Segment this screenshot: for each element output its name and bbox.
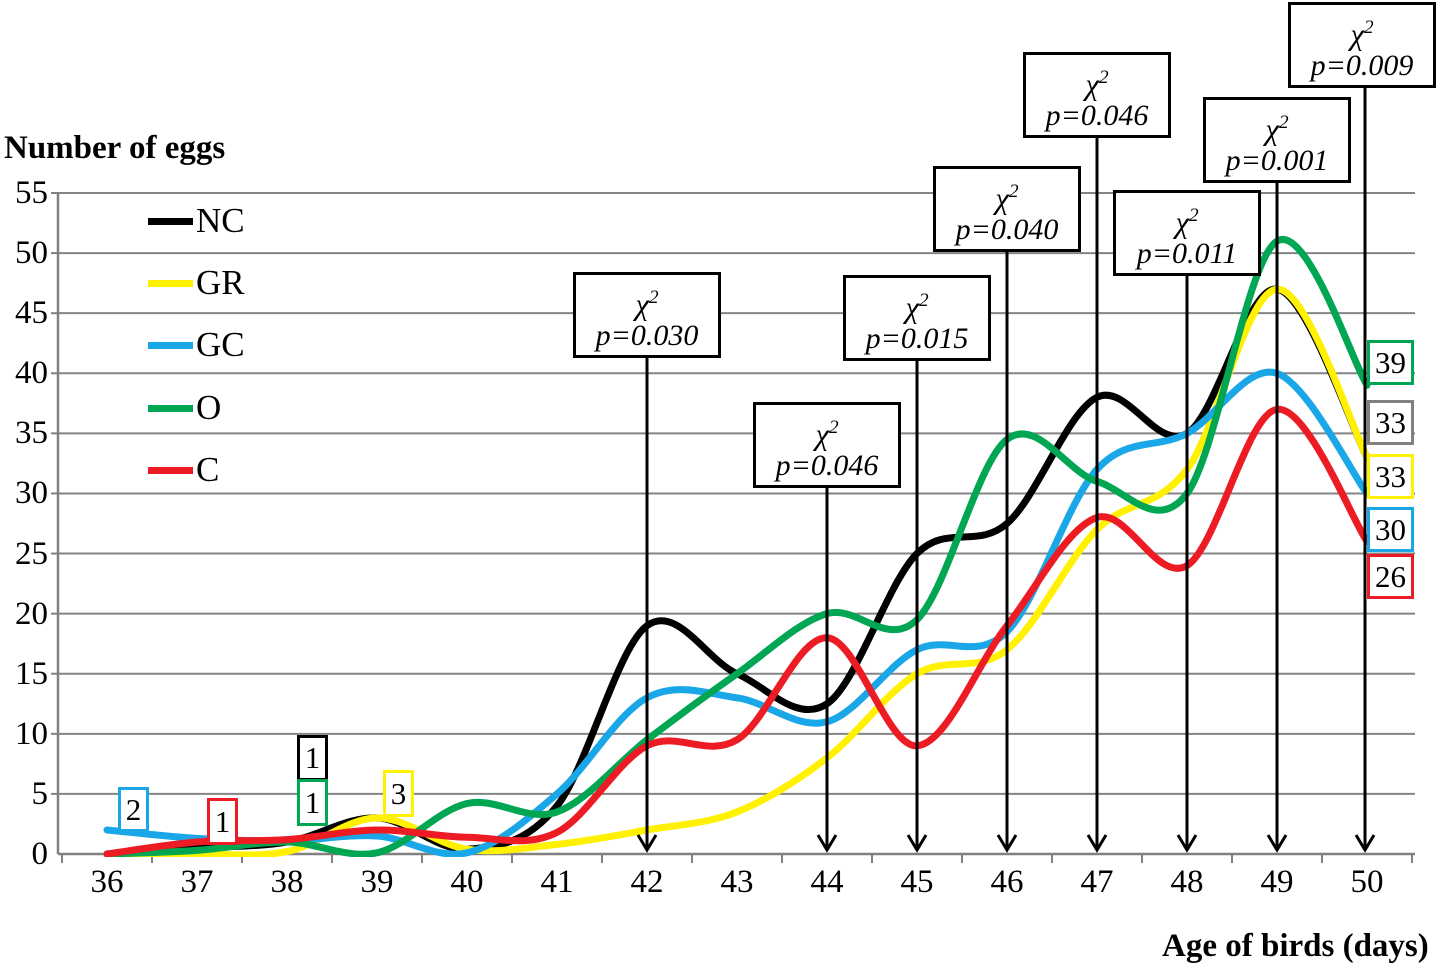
y-axis-tick-label-55: 55 — [15, 175, 48, 211]
chi-symbol-46: χ2 — [995, 180, 1019, 216]
legend-swatch-GC — [148, 341, 193, 349]
annotation-arrowhead-47 — [1086, 834, 1108, 853]
chi-square-annotation-45: χ2 p=0.015 — [843, 275, 991, 361]
legend-label-O: O — [196, 388, 222, 427]
series-line-O — [103, 236, 1371, 857]
annotation-arrowhead-50 — [1354, 834, 1376, 853]
series-line-GC — [103, 368, 1371, 857]
chi-p-value-47: p=0.046 — [1045, 99, 1149, 133]
annotation-arrowhead-48 — [1176, 834, 1198, 853]
chi-p-value-48: p=0.011 — [1136, 237, 1238, 271]
y-axis-tick-label-15: 15 — [15, 655, 48, 692]
chi-square-annotation-49: χ2 p=0.001 — [1203, 97, 1351, 183]
chi-square-annotation-50: χ2 p=0.009 — [1288, 2, 1436, 88]
point-value-box-NC-2: 1 — [297, 735, 328, 781]
chi-square-annotation-47: χ2 p=0.046 — [1023, 52, 1171, 138]
chi-square-annotation-42: χ2 p=0.030 — [573, 272, 721, 358]
chi-symbol-44: χ2 — [815, 416, 839, 452]
final-value-box-GR: 33 — [1367, 454, 1414, 499]
chi-p-value-44: p=0.046 — [775, 449, 879, 483]
legend-label-GR: GR — [196, 263, 245, 302]
legend-label-NC: NC — [196, 201, 245, 240]
chi-p-value-49: p=0.001 — [1225, 144, 1329, 178]
point-value-box-GC-0: 2 — [118, 787, 149, 832]
y-axis-tick-label-40: 40 — [15, 355, 48, 392]
point-value-box-C-1: 1 — [207, 798, 238, 845]
final-value-box-O: 39 — [1367, 340, 1414, 385]
x-axis-tick-label-47: 47 — [1080, 864, 1114, 900]
series-lines — [103, 236, 1371, 857]
annotation-arrowhead-42 — [636, 834, 658, 853]
annotation-arrowhead-49 — [1266, 834, 1288, 853]
y-axis-tick-label-50: 50 — [15, 235, 48, 272]
legend-label-C: C — [196, 450, 220, 489]
chi-symbol-47: χ2 — [1085, 66, 1109, 102]
y-axis-tick-label-5: 5 — [31, 775, 49, 812]
x-axis-tick-label-44: 44 — [810, 864, 844, 900]
final-value-box-C: 26 — [1367, 554, 1414, 599]
point-value-box-GR-4: 3 — [383, 770, 414, 817]
legend-swatch-O — [148, 404, 193, 412]
x-axis-tick-label-45: 45 — [900, 864, 934, 900]
chi-square-annotation-46: χ2 p=0.040 — [933, 166, 1081, 252]
x-axis-tick-label-41: 41 — [540, 864, 574, 900]
x-axis-title: Age of birds (days) — [1162, 928, 1429, 964]
chi-symbol-49: χ2 — [1265, 111, 1289, 147]
chi-square-annotation-44: χ2 p=0.046 — [753, 402, 901, 488]
x-axis-tick-label-37: 37 — [180, 864, 214, 900]
y-axis-tick-label-10: 10 — [15, 715, 48, 752]
annotation-arrowhead-44 — [816, 834, 838, 853]
chi-symbol-48: χ2 — [1175, 204, 1199, 240]
x-axis-tick-label-39: 39 — [360, 864, 394, 900]
x-axis-tick-label-50: 50 — [1350, 864, 1384, 900]
y-axis-tick-label-45: 45 — [15, 295, 48, 332]
legend-item-C: C — [148, 452, 219, 488]
legend-item-O: O — [148, 390, 221, 426]
x-axis-tick-label-48: 48 — [1170, 864, 1204, 900]
series-line-GR — [103, 285, 1371, 857]
y-axis-tick-label-30: 30 — [15, 475, 48, 512]
x-axis-tick-label-38: 38 — [270, 864, 304, 900]
legend-swatch-GR — [148, 279, 193, 287]
legend-swatch-NC — [148, 217, 193, 225]
chi-symbol-50: χ2 — [1350, 16, 1374, 52]
y-axis-tick-label-20: 20 — [15, 595, 48, 632]
x-axis-tick-label-42: 42 — [630, 864, 664, 900]
y-axis-tick-label-0: 0 — [31, 836, 49, 872]
chi-p-value-46: p=0.040 — [955, 213, 1059, 247]
chi-p-value-50: p=0.009 — [1310, 49, 1414, 83]
legend-label-GC: GC — [196, 325, 245, 364]
chi-symbol-42: χ2 — [635, 286, 659, 322]
legend-item-GC: GC — [148, 327, 245, 363]
legend-item-GR: GR — [148, 265, 245, 301]
point-value-box-O-3: 1 — [297, 779, 328, 826]
final-value-box-GC: 30 — [1367, 507, 1414, 552]
annotation-arrows — [636, 87, 1376, 853]
legend-item-NC: NC — [148, 203, 245, 239]
chi-symbol-45: χ2 — [905, 289, 929, 325]
x-axis-tick-label-49: 49 — [1260, 864, 1294, 900]
x-axis-tick-label-43: 43 — [720, 864, 754, 900]
annotation-arrowhead-46 — [996, 834, 1018, 853]
y-axis-tick-label-25: 25 — [15, 535, 48, 572]
gridlines — [51, 192, 1415, 795]
x-axis-tick-label-40: 40 — [450, 864, 484, 900]
chi-p-value-42: p=0.030 — [595, 319, 699, 353]
annotation-arrowhead-45 — [906, 834, 928, 853]
x-axis-tick-label-46: 46 — [990, 864, 1024, 900]
legend-swatch-C — [148, 466, 193, 474]
x-axis-tick-label-36: 36 — [90, 864, 124, 900]
chi-p-value-45: p=0.015 — [865, 322, 969, 356]
chi-square-annotation-48: χ2 p=0.011 — [1113, 190, 1261, 276]
y-axis-tick-label-35: 35 — [15, 415, 48, 452]
y-axis-title: Number of eggs — [4, 130, 226, 166]
final-value-box-NC: 33 — [1367, 400, 1414, 445]
